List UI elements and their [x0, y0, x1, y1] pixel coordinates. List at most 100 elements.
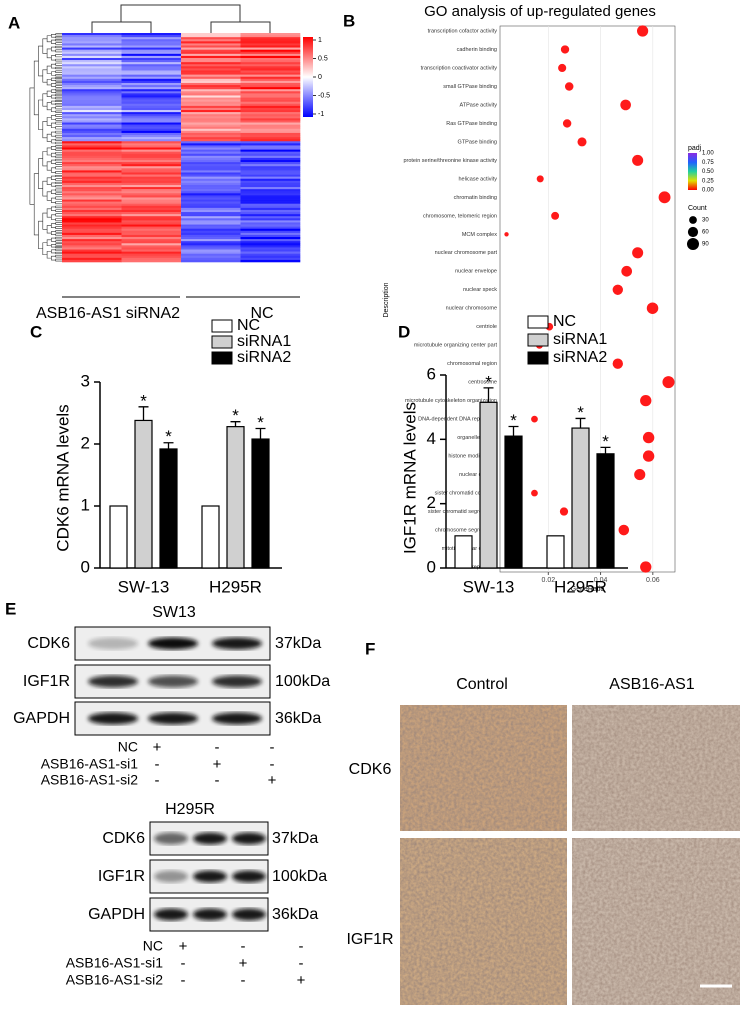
condition-label: ASB16-AS1-si1 [66, 955, 163, 971]
heatmap-cell [62, 39, 122, 42]
heatmap-cell [121, 64, 182, 67]
dendrogram [46, 208, 52, 218]
heatmap-cell [181, 120, 241, 123]
dendrogram [55, 145, 62, 148]
heatmap-cell [121, 237, 182, 240]
heatmap-cell [240, 82, 301, 86]
legend-label: siRNA1 [237, 333, 291, 350]
dot [620, 99, 631, 111]
dendrogram [55, 85, 62, 88]
dendrogram [46, 65, 52, 74]
legend-dot [689, 216, 697, 224]
heatmap-cell [240, 35, 301, 38]
heatmap-cell [121, 197, 182, 200]
heatmap-cell [62, 130, 122, 134]
dendrogram [55, 213, 62, 217]
heatmap-cell [62, 135, 122, 138]
heatmap-cell [181, 64, 241, 67]
heatmap-cell [181, 130, 241, 134]
dendrogram [55, 174, 62, 178]
heatmap-cell [62, 122, 122, 125]
scale-label: 0.5 [318, 55, 328, 62]
y-tick-label: chromosomal region [447, 361, 497, 367]
heatmap-cell [121, 85, 182, 88]
heatmap-cell [240, 122, 301, 125]
legend-label: 1.00 [702, 151, 714, 157]
heatmap-cell [181, 155, 241, 159]
heatmap-cell [240, 45, 301, 48]
heatmap-cell [62, 220, 122, 223]
bar [159, 448, 178, 569]
heatmap-cell [121, 191, 182, 194]
heatmap-cell [121, 91, 182, 94]
heatmap-cell [181, 105, 241, 109]
heatmap-cell [62, 80, 122, 84]
y-tick-label: chromosome, telomeric region [423, 213, 497, 219]
heatmap-cell [121, 218, 182, 221]
dendrogram [55, 106, 62, 110]
dot [531, 415, 538, 423]
heatmap-cell [62, 226, 122, 229]
y-tick-label: 0 [427, 557, 436, 576]
panel-label: A [8, 13, 20, 32]
heatmap-cell [62, 162, 122, 165]
heatmap-cell [62, 60, 122, 63]
y-tick-label: 2 [81, 433, 90, 452]
heatmap-cell [240, 193, 301, 196]
legend-label: NC [237, 317, 260, 334]
heatmap-cell [121, 245, 182, 248]
blot-band [88, 675, 138, 688]
heatmap-cell [121, 153, 182, 157]
heatmap-cell [240, 212, 301, 215]
heatmap-cell [62, 141, 122, 144]
heatmap-cell [121, 259, 182, 263]
group-label: ASB16-AS1 siRNA2 [36, 305, 180, 322]
x-tick-label: H295R [554, 577, 607, 596]
heatmap-cell [240, 51, 301, 55]
heatmap-cell [181, 224, 241, 227]
panel-label: E [5, 599, 16, 618]
heatmap-cell [240, 128, 301, 132]
dendrogram [51, 197, 56, 203]
dendrogram [51, 122, 56, 129]
dendrogram [51, 214, 56, 220]
heatmap-cell [181, 41, 241, 44]
heatmap-cell [240, 195, 301, 198]
bar [479, 401, 498, 569]
heatmap-cell [121, 159, 182, 163]
dendrogram [42, 38, 48, 54]
heatmap-cell [62, 201, 122, 205]
dendrogram [55, 158, 62, 162]
dendrogram [55, 33, 62, 36]
heatmap-cell [181, 178, 241, 182]
heatmap-cell [62, 87, 122, 90]
heatmap-cell [62, 164, 122, 167]
dendrogram [51, 175, 56, 180]
dot [562, 119, 572, 128]
heatmap-cell [240, 105, 301, 109]
y-tick-label: sister chromatid segregation [428, 509, 497, 515]
heatmap-cell [121, 199, 182, 202]
color-bar [688, 153, 697, 190]
bar [504, 435, 523, 569]
heatmap-cell [181, 89, 241, 92]
heatmap-cell [240, 243, 301, 246]
heatmap-cell [181, 78, 241, 82]
significance-mark: * [232, 406, 239, 425]
dendrogram [55, 121, 62, 125]
heatmap-cell [181, 195, 241, 198]
dendrogram [55, 148, 62, 151]
blot-band [154, 870, 188, 883]
dendrogram [46, 147, 52, 156]
dot [612, 284, 623, 295]
bar [251, 438, 270, 569]
heatmap-cell [181, 230, 241, 234]
dendrogram [55, 233, 62, 236]
heatmap-cell [121, 222, 182, 225]
heatmap-cell [240, 95, 301, 98]
heatmap-cell [240, 103, 301, 107]
heatmap-cell [62, 47, 122, 50]
dendrogram [51, 63, 56, 69]
protein-label: GAPDH [13, 710, 70, 727]
heatmap-cell [240, 172, 301, 175]
